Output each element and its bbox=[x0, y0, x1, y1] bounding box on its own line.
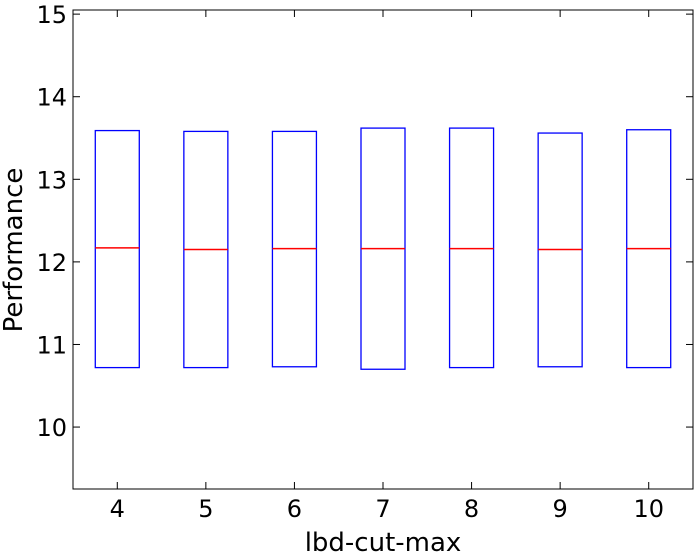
plot-frame bbox=[72, 9, 694, 490]
y-tick-label: 14 bbox=[36, 84, 67, 112]
box bbox=[94, 129, 140, 369]
x-tick-label: 5 bbox=[198, 495, 213, 523]
x-tick-label: 10 bbox=[633, 495, 664, 523]
x-tick-label: 4 bbox=[110, 495, 125, 523]
x-tick-label: 9 bbox=[553, 495, 568, 523]
y-tick-label: 12 bbox=[36, 249, 67, 277]
x-tick-label: 7 bbox=[375, 495, 390, 523]
x-axis-label: lbd-cut-max bbox=[305, 528, 462, 558]
y-tick-label: 13 bbox=[36, 166, 67, 194]
box bbox=[448, 127, 495, 369]
y-axis-label: Performance bbox=[0, 168, 29, 333]
y-tick-label: 10 bbox=[36, 414, 67, 442]
y-tick-label: 15 bbox=[36, 1, 67, 29]
x-tick-label: 6 bbox=[287, 495, 302, 523]
x-tick-label: 8 bbox=[464, 495, 479, 523]
y-tick-label: 11 bbox=[36, 331, 67, 359]
